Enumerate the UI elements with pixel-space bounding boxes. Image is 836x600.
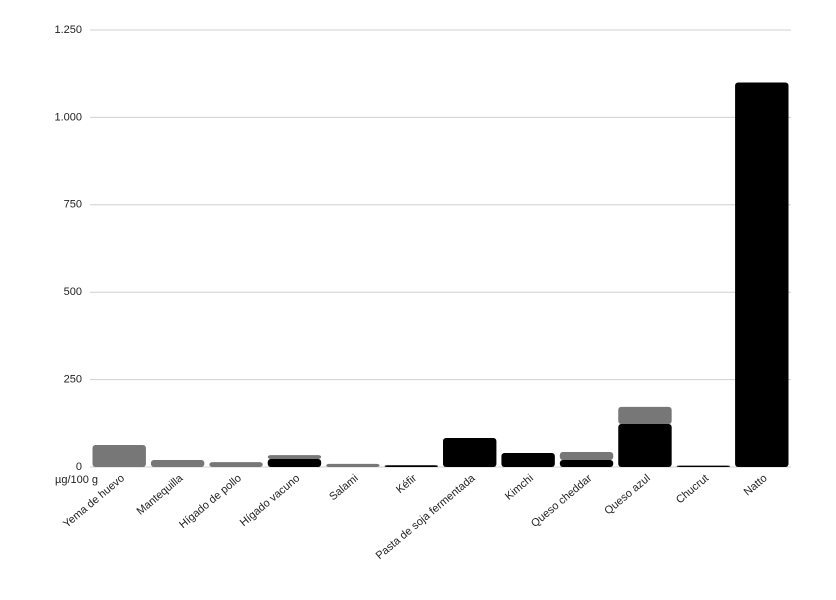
y-tick-label: 0 [76, 461, 82, 473]
x-tick-label: Salami [327, 472, 360, 503]
bar-segment [501, 453, 555, 467]
x-tick-label: Hígado de pollo [177, 472, 244, 531]
x-tick-label: Queso cheddar [529, 472, 595, 530]
y-tick-label: 1.250 [54, 24, 82, 36]
y-axis-label: µg/100 g [55, 474, 98, 486]
x-tick-label: Kéfir [394, 472, 419, 496]
bar-segment [735, 82, 789, 467]
bar-segment [443, 437, 497, 467]
x-tick-label: Kimchi [503, 472, 536, 502]
x-tick-label: Hígado vacuno [238, 472, 302, 529]
bar-segment [618, 423, 672, 467]
y-tick-label: 250 [64, 374, 82, 386]
bar-segment [150, 460, 205, 467]
x-tick-label: Queso azul [602, 472, 652, 517]
x-tick-label: Pasta de soja fermentada [374, 472, 478, 562]
bar-segment [326, 463, 380, 467]
bar-segment [618, 406, 672, 424]
bar-segment [267, 455, 322, 459]
bar-segment [559, 451, 614, 461]
bar-segment [267, 458, 322, 467]
x-tick-label: Natto [742, 472, 770, 498]
bar-segment [559, 460, 614, 467]
x-tick-label: Mantequilla [135, 472, 186, 518]
bar-segment [209, 462, 263, 467]
y-tick-label: 500 [64, 286, 82, 298]
bar-segment [676, 465, 731, 467]
bar-segment [92, 444, 146, 467]
bar-segment [384, 465, 438, 467]
y-tick-label: 1.000 [54, 111, 82, 123]
y-tick-label: 750 [64, 199, 82, 211]
x-tick-label: Chucrut [674, 472, 711, 506]
